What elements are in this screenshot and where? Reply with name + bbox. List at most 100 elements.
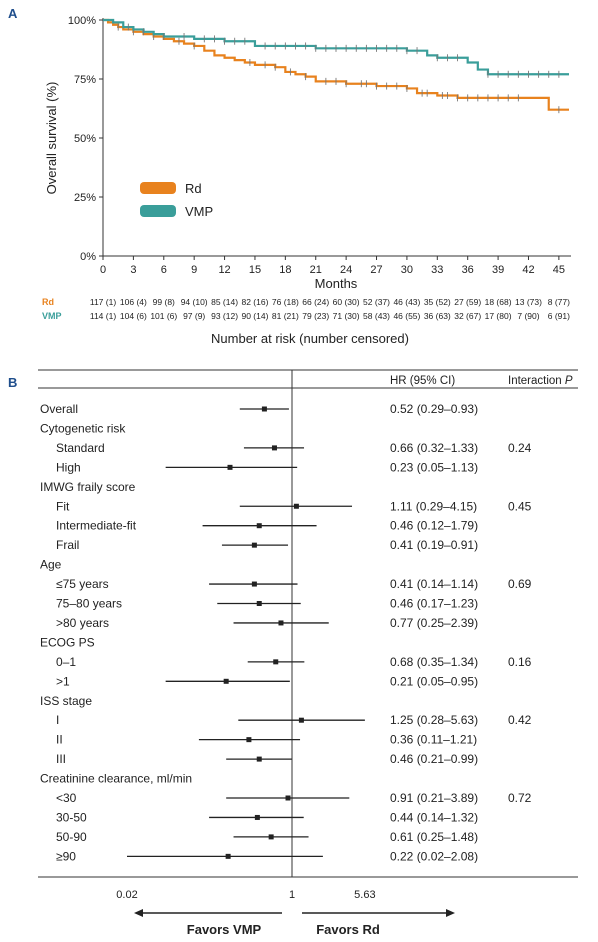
risk-cell: 85 (14): [211, 297, 238, 307]
risk-cell: 82 (16): [241, 297, 268, 307]
km-x-tick-label: 9: [191, 264, 197, 276]
forest-hr-marker: [256, 523, 262, 529]
risk-table: Rd 117 (1) 106 (4) 99 (8) 94 (10) 85 (14) 82 (…: [42, 297, 570, 321]
forest-row-label: >80 years: [56, 616, 109, 630]
km-curve-rd: [103, 18, 569, 111]
forest-row-label: Age: [40, 558, 62, 572]
forest-row-label: >1: [56, 674, 70, 688]
forest-hr-marker: [293, 503, 299, 509]
risk-cell: 46 (43): [393, 297, 420, 307]
forest-hr-text: 0.41 (0.14–1.14): [390, 577, 478, 591]
forest-interaction-p: 0.42: [508, 713, 532, 727]
forest-row-label: I: [56, 713, 59, 727]
km-y-tick-label: 0%: [80, 251, 96, 263]
risk-cell: 81 (21): [272, 311, 299, 321]
risk-cell: 58 (43): [363, 311, 390, 321]
forest-row-label: Overall: [40, 402, 78, 416]
risk-cell: 114 (1): [90, 311, 116, 321]
forest-hr-marker: [251, 581, 257, 587]
km-x-tick-label: 12: [218, 264, 230, 276]
forest-row-label: <30: [56, 791, 77, 805]
risk-cell: 90 (14): [241, 311, 268, 321]
risk-cell: 76 (18): [272, 297, 299, 307]
forest-hr-marker: [298, 717, 304, 723]
legend-swatch-vmp: [140, 205, 176, 217]
forest-interaction-p: 0.24: [508, 441, 532, 455]
risk-cell: 104 (6): [120, 311, 147, 321]
favors-right-label: Favors Rd: [316, 922, 380, 937]
risk-cell: 36 (63): [424, 311, 451, 321]
forest-hr-text: 1.25 (0.28–5.63): [390, 713, 478, 727]
forest-hr-text: 0.36 (0.11–1.21): [390, 733, 477, 747]
risk-cell: 46 (55): [393, 311, 420, 321]
risk-cell: 99 (8): [153, 297, 175, 307]
forest-row-label: ≥90: [56, 849, 76, 863]
forest-hr-text: 0.41 (0.19–0.91): [390, 538, 478, 552]
km-x-tick-label: 27: [370, 264, 382, 276]
km-y-tick-label: 50%: [74, 133, 96, 145]
risk-cell: 27 (59): [454, 297, 481, 307]
risk-cell: 52 (37): [363, 297, 390, 307]
forest-hr-marker: [285, 795, 291, 801]
forest-hr-marker: [256, 756, 262, 762]
forest-hr-text: 0.46 (0.12–1.79): [390, 519, 478, 533]
forest-row-label: Standard: [56, 441, 105, 455]
forest-row-label: Intermediate-fit: [56, 519, 137, 533]
risk-cell: 97 (9): [183, 311, 205, 321]
forest-row-label: High: [56, 460, 81, 474]
risk-cell: 60 (30): [333, 297, 360, 307]
forest-hr-text: 0.22 (0.02–2.08): [390, 849, 478, 863]
km-y-axis-title: Overall survival (%): [44, 82, 59, 195]
forest-hr-text: 0.61 (0.25–1.48): [390, 830, 478, 844]
risk-cell: 32 (67): [454, 311, 481, 321]
legend-label-vmp: VMP: [185, 204, 213, 219]
km-x-tick-label: 39: [492, 264, 504, 276]
forest-hr-marker: [223, 678, 229, 684]
forest-hr-marker: [225, 853, 231, 859]
forest-hr-text: 0.77 (0.25–2.39): [390, 616, 478, 630]
km-y-tick-label: 75%: [74, 74, 96, 86]
forest-hr-marker: [271, 445, 277, 451]
km-plot: 0%25%50%75%100%0 3 6 9 12 15 18 21 24 27 30 33 36 39 4…: [68, 15, 571, 276]
forest-hr-text: 0.68 (0.35–1.34): [390, 655, 478, 669]
risk-row-label-rd: Rd: [42, 297, 54, 307]
forest-hr-marker: [246, 737, 252, 743]
risk-cell: 35 (52): [424, 297, 451, 307]
forest-x-tick-label: 0.02: [116, 889, 137, 901]
km-x-tick-label: 45: [553, 264, 565, 276]
forest-hr-marker: [273, 659, 279, 665]
forest-plot: Overall 0.52 (0.29–0.93) Cytogenetic risk S…: [38, 369, 578, 917]
panel-b-label: B: [8, 375, 17, 390]
forest-row-label: IMWG fraily score: [40, 480, 136, 494]
forest-row-label: Cytogenetic risk: [40, 421, 126, 435]
risk-cell: 18 (68): [485, 297, 512, 307]
risk-cell: 117 (1): [90, 297, 116, 307]
forest-interaction-p: 0.16: [508, 655, 532, 669]
forest-interaction-p: 0.72: [508, 791, 532, 805]
risk-cell: 93 (12): [211, 311, 238, 321]
forest-hr-text: 0.21 (0.05–0.95): [390, 674, 478, 688]
forest-interaction-p: 0.69: [508, 577, 532, 591]
forest-row-label: II: [56, 733, 63, 747]
panel-a-label: A: [8, 6, 18, 21]
forest-hr-marker: [268, 834, 274, 840]
forest-hr-text: 0.23 (0.05–1.13): [390, 460, 478, 474]
forest-hr-text: 0.91 (0.21–3.89): [390, 791, 478, 805]
legend-label-rd: Rd: [185, 181, 202, 196]
forest-hr-marker: [254, 814, 260, 820]
forest-hr-text: 0.46 (0.21–0.99): [390, 752, 478, 766]
km-x-tick-label: 15: [249, 264, 261, 276]
forest-hr-text: 0.46 (0.17–1.23): [390, 597, 478, 611]
forest-row-label: ≤75 years: [56, 577, 109, 591]
forest-header-interaction: Interaction P: [508, 375, 573, 387]
risk-cell: 71 (30): [333, 311, 360, 321]
forest-hr-text: 1.11 (0.29–4.15): [390, 499, 477, 513]
forest-row-label: Frail: [56, 538, 79, 552]
forest-x-tick-label: 1: [289, 889, 295, 901]
risk-cell: 6 (91): [548, 311, 570, 321]
km-x-tick-label: 33: [431, 264, 443, 276]
km-y-tick-label: 25%: [74, 192, 96, 204]
km-x-tick-label: 3: [130, 264, 136, 276]
forest-hr-marker: [278, 620, 284, 626]
